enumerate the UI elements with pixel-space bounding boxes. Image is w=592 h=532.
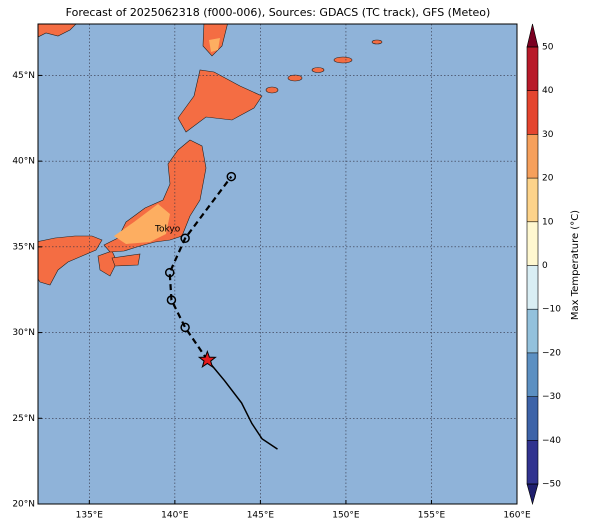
colorbar-tick-label: −10 (542, 305, 561, 315)
colorbar-band (527, 134, 538, 179)
x-tick-label: 145°E (247, 511, 275, 521)
colorbar-band (527, 309, 538, 353)
colorbar-band (527, 47, 538, 91)
colorbar-band (527, 90, 538, 135)
past-track (206, 359, 278, 450)
island (287, 74, 303, 82)
colorbar-band (527, 178, 538, 222)
land (177, 69, 263, 133)
colorbar-tick-label: −50 (542, 480, 561, 490)
forecast-point (180, 322, 190, 333)
x-tick-label: 150°E (332, 511, 360, 521)
y-tick-label: 45°N (12, 71, 35, 81)
forecast-point (164, 267, 175, 278)
x-tick-label: 140°E (161, 511, 189, 521)
y-tick-label: 25°N (12, 414, 35, 424)
colorbar-band (527, 396, 538, 441)
colorbar-tick-label: 40 (542, 86, 554, 96)
colorbar-extend (526, 23, 539, 48)
island (311, 67, 325, 73)
track (164, 171, 278, 450)
land (38, 24, 77, 38)
colorbar-tick-label: 0 (542, 261, 548, 271)
y-tick-label: 30°N (12, 328, 35, 338)
forecast-track (168, 175, 233, 361)
forecast-point (180, 233, 190, 244)
y-tick-label: 20°N (12, 500, 35, 510)
colorbar-band (527, 352, 538, 397)
island (333, 56, 353, 64)
land (38, 235, 103, 286)
island (371, 39, 383, 45)
grid (38, 24, 517, 504)
current-position (197, 350, 217, 369)
x-tick-label: 135°E (76, 511, 104, 521)
island (265, 86, 279, 94)
colorbar-tick-label: 20 (542, 174, 554, 184)
colorbar-tick-label: 50 (542, 43, 554, 53)
forecast-point (166, 295, 177, 305)
land (209, 38, 220, 52)
colorbar: −50 −40 −30 −20 −10 0 10 20 30 40 50 (526, 23, 561, 506)
axes: 135°E 140°E 145°E 150°E 155°E 160°E 20°N 25°N 30… (12, 71, 531, 521)
forecast-point (226, 171, 237, 182)
colorbar-tick-label: −30 (542, 392, 561, 402)
x-tick-label: 155°E (418, 511, 446, 521)
colorbar-band (527, 265, 538, 310)
colorbar-tick-label: 30 (542, 130, 554, 140)
map-title: Forecast of 2025062318 (f000-006), Sourc… (66, 6, 491, 19)
y-tick-label: 35°N (12, 242, 35, 252)
x-tick-label: 160°E (503, 511, 531, 521)
colorbar-band (527, 221, 538, 266)
colorbar-tick-label: −40 (542, 436, 561, 446)
map-area: Tokyo (38, 24, 517, 504)
colorbar-extend (526, 483, 539, 506)
city-label: Tokyo (154, 225, 181, 235)
map-frame (37, 23, 518, 505)
colorbar-label: Max Temperature (°C) (570, 210, 581, 320)
land (103, 139, 207, 253)
colorbar-band (527, 440, 538, 484)
y-tick-label: 40°N (12, 157, 35, 167)
colorbar-tick-label: 10 (542, 217, 554, 227)
colorbar-tick-label: −20 (542, 348, 561, 358)
land (111, 253, 141, 267)
land (114, 204, 170, 244)
